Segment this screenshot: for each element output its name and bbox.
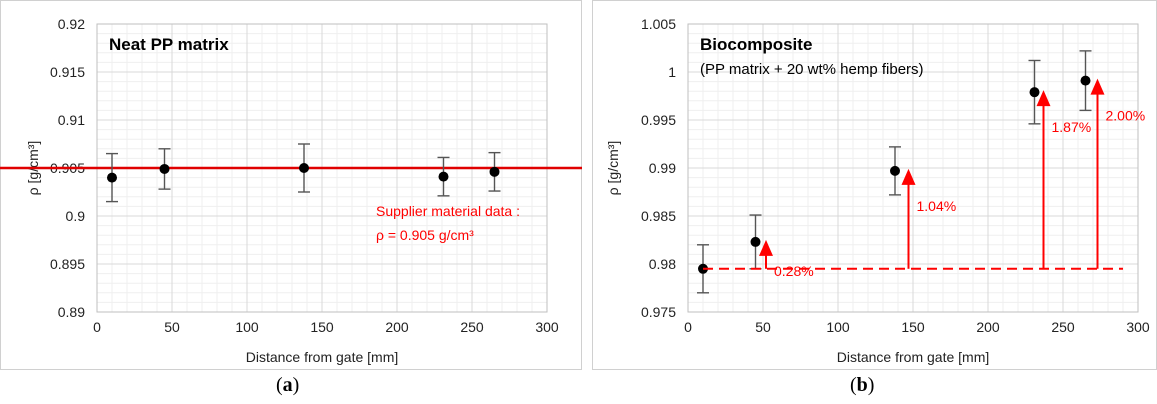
y-tick-label: 0.995 [641,112,676,128]
chart-frame [592,0,1157,370]
x-tick-label: 300 [1126,319,1150,335]
x-tick-label: 250 [460,319,484,335]
annotation-line-2: ρ = 0.905 g/cm³ [376,227,474,243]
y-tick-label: 0.9 [66,208,86,224]
x-tick-label: 300 [535,319,559,335]
x-tick-label: 100 [826,319,850,335]
annotation-line-1: Supplier material data : [376,203,520,219]
x-tick-label: 0 [684,319,692,335]
y-tick-label: 0.98 [649,256,676,272]
increase-arrow-head [1090,78,1105,95]
x-tick-label: 100 [235,319,259,335]
increase-arrow-head [901,168,916,185]
x-tick-label: 200 [976,319,1000,335]
increase-arrow-head [759,239,773,256]
y-tick-label: 0.915 [50,64,85,80]
increase-label: 0.28% [774,263,814,279]
x-tick-label: 50 [755,319,771,335]
caption-a-label: a [282,374,293,396]
y-tick-label: 0.985 [641,208,676,224]
y-tick-label: 0.975 [641,304,676,320]
x-tick-label: 200 [385,319,409,335]
x-axis-label: Distance from gate [mm] [837,349,990,365]
chart-subtitle: (PP matrix + 20 wt% hemp fibers) [700,61,924,78]
increase-label: 1.04% [917,198,957,214]
y-tick-label: 0.91 [58,112,85,128]
increase-arrow-head [1036,90,1051,107]
data-point [1029,87,1040,98]
chart-title: Neat PP matrix [109,35,229,54]
caption-b-label: b [856,374,868,396]
caption-b: (b) [850,374,875,396]
increase-label: 2.00% [1106,108,1146,124]
x-tick-label: 0 [93,319,101,335]
y-tick-label: 0.89 [58,304,85,320]
chart-panel-a: 0 50 100 150 200 250 300 0.89 0.895 0.9 0.905 0.91 0… [0,0,582,370]
chart-title: Biocomposite [700,35,812,54]
data-point [890,165,900,176]
data-point [438,171,449,182]
x-tick-label: 150 [901,319,925,335]
y-tick-label: 1.005 [641,16,676,32]
x-tick-label: 250 [1051,319,1075,335]
data-point [299,163,309,173]
x-tick-label: 50 [164,319,180,335]
x-axis-label: Distance from gate [mm] [246,349,399,365]
y-tick-label: 1 [668,64,676,80]
x-tick-label: 150 [310,319,334,335]
data-point [1080,75,1091,86]
y-tick-label: 0.895 [50,256,85,272]
chart-panel-b: 0 50 100 150 200 250 300 0.975 0.98 0.985 0.99 0.99… [592,0,1157,370]
increase-label: 1.87% [1052,119,1092,135]
chart-a-svg: 0 50 100 150 200 250 3000.890.8950.90.9050.910… [0,0,582,370]
data-point [750,236,761,247]
chart-b-svg: 0 50 100 150 200 250 300 0.975 0.98 0.985 0.99 0.99… [592,0,1157,370]
y-tick-label: 0.92 [58,16,85,32]
data-point [489,166,500,177]
plot-area [687,23,1139,313]
data-point [107,172,117,183]
caption-a: (a) [276,374,300,396]
y-axis-label: ρ [g/cm³] [605,141,621,196]
y-tick-label: 0.99 [649,160,676,176]
data-point [159,163,170,174]
